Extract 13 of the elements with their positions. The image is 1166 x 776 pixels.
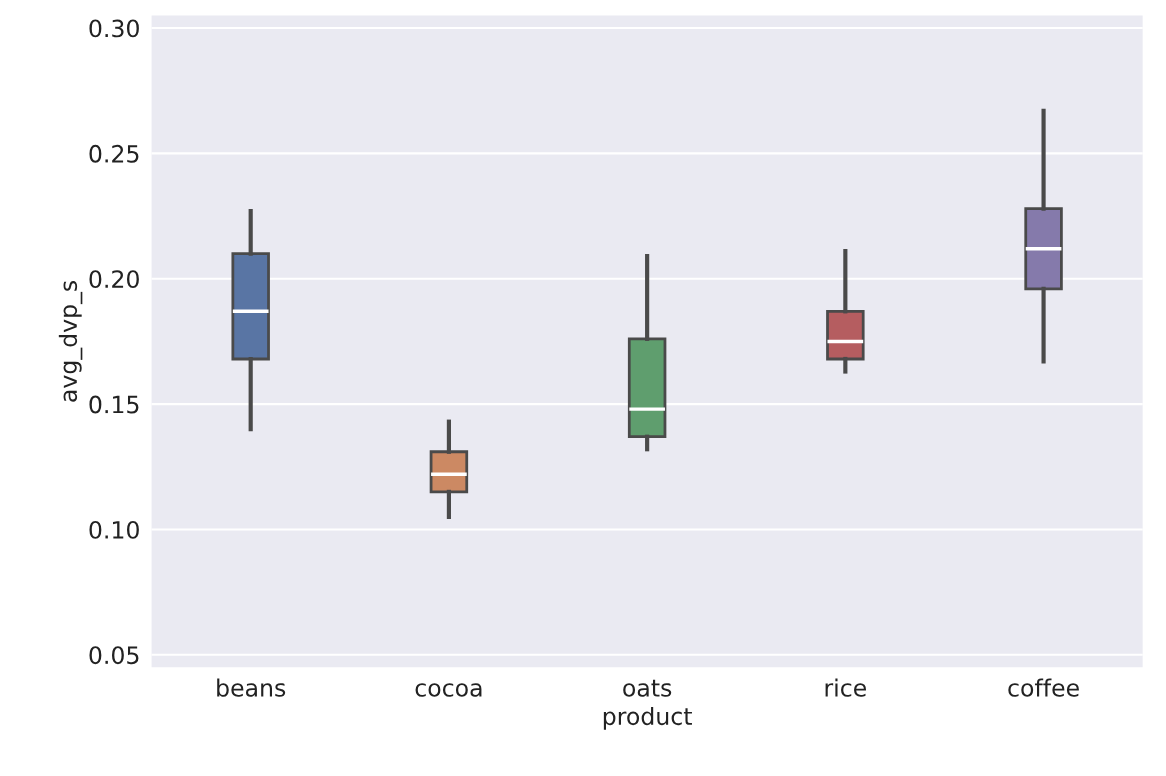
x-tick-label: cocoa	[415, 683, 482, 697]
y-tick-label: 0.15	[89, 395, 139, 414]
x-tick-label: coffee	[1008, 678, 1079, 697]
x-tick-label: beans	[217, 678, 286, 697]
x-tick-label: oats	[623, 679, 672, 697]
y-tick-label: 0.05	[89, 646, 139, 665]
x-tick-label: rice	[825, 678, 866, 697]
y-tick-label: 0.30	[89, 19, 139, 38]
y-axis-title: avg_dvp_s	[58, 280, 83, 402]
y-tick-label: 0.25	[89, 144, 139, 163]
y-tick-label: 0.20	[89, 270, 139, 289]
x-axis-title: product	[603, 706, 692, 730]
y-tick-label: 0.10	[89, 520, 139, 539]
